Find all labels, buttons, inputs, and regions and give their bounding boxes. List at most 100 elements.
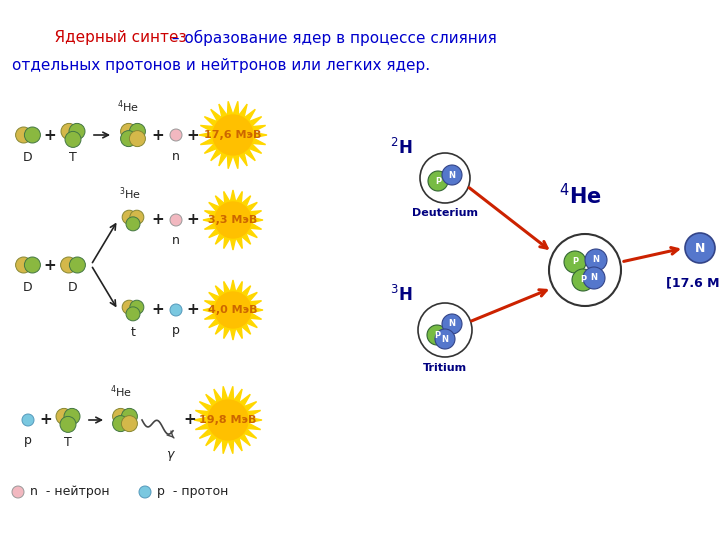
- Circle shape: [122, 408, 138, 424]
- Circle shape: [112, 408, 129, 424]
- Circle shape: [420, 153, 470, 203]
- Text: $^4$He: $^4$He: [110, 383, 132, 400]
- Circle shape: [121, 124, 137, 139]
- Text: – образование ядер в процессе слияния: – образование ядер в процессе слияния: [167, 30, 497, 46]
- Text: +: +: [44, 258, 56, 273]
- Text: T: T: [64, 436, 72, 449]
- Text: $^4$He: $^4$He: [559, 183, 601, 208]
- Text: [17.6 MeV]: [17.6 MeV]: [666, 276, 720, 289]
- Circle shape: [442, 165, 462, 185]
- Circle shape: [130, 300, 144, 314]
- Circle shape: [22, 414, 34, 426]
- Text: N: N: [695, 241, 705, 254]
- Text: $^3$H: $^3$H: [390, 285, 413, 305]
- Polygon shape: [194, 386, 262, 454]
- Circle shape: [170, 129, 182, 141]
- Text: $^4$He: $^4$He: [117, 98, 139, 115]
- Text: +: +: [186, 213, 199, 227]
- Circle shape: [121, 131, 137, 146]
- Text: N: N: [590, 273, 598, 282]
- Circle shape: [56, 408, 72, 424]
- Circle shape: [428, 171, 448, 191]
- Text: n  - нейтрон: n - нейтрон: [30, 485, 109, 498]
- Circle shape: [122, 416, 138, 431]
- Polygon shape: [203, 190, 263, 250]
- Text: 19,8 МэВ: 19,8 МэВ: [199, 415, 257, 425]
- Text: $^3$He: $^3$He: [119, 185, 141, 202]
- Text: D: D: [23, 151, 33, 164]
- Circle shape: [126, 307, 140, 321]
- Text: +: +: [184, 413, 197, 428]
- Text: +: +: [40, 413, 53, 428]
- Text: P: P: [580, 275, 586, 285]
- Circle shape: [24, 127, 40, 143]
- Text: Deuterium: Deuterium: [412, 208, 478, 218]
- Text: $^2$H: $^2$H: [390, 138, 413, 158]
- Circle shape: [130, 131, 145, 146]
- Circle shape: [16, 257, 32, 273]
- Text: p: p: [24, 434, 32, 447]
- Circle shape: [442, 314, 462, 334]
- Circle shape: [64, 408, 80, 424]
- Circle shape: [435, 329, 455, 349]
- Text: n: n: [172, 234, 180, 247]
- Circle shape: [16, 127, 32, 143]
- Circle shape: [215, 292, 251, 328]
- Circle shape: [69, 257, 86, 273]
- Text: Tritium: Tritium: [423, 363, 467, 373]
- Polygon shape: [199, 102, 267, 168]
- Circle shape: [61, 124, 77, 139]
- Text: +: +: [152, 213, 164, 227]
- Circle shape: [583, 267, 605, 289]
- Circle shape: [69, 124, 85, 139]
- Circle shape: [130, 124, 145, 139]
- Text: P: P: [434, 330, 440, 340]
- Text: t: t: [130, 326, 135, 339]
- Circle shape: [130, 210, 144, 224]
- Circle shape: [215, 202, 251, 238]
- Text: p  - протон: p - протон: [157, 485, 228, 498]
- Circle shape: [126, 217, 140, 231]
- Circle shape: [208, 400, 248, 440]
- Circle shape: [427, 325, 447, 345]
- Circle shape: [24, 257, 40, 273]
- Polygon shape: [203, 280, 263, 340]
- Circle shape: [60, 257, 76, 273]
- Text: +: +: [152, 127, 164, 143]
- Text: N: N: [449, 171, 456, 179]
- Circle shape: [139, 486, 151, 498]
- Text: n: n: [172, 150, 180, 163]
- Circle shape: [170, 214, 182, 226]
- Text: 4,0 МэВ: 4,0 МэВ: [208, 305, 258, 315]
- Circle shape: [112, 416, 129, 431]
- Circle shape: [60, 416, 76, 433]
- Circle shape: [418, 303, 472, 357]
- Text: D: D: [23, 281, 33, 294]
- Text: γ: γ: [166, 448, 174, 461]
- Circle shape: [585, 249, 607, 271]
- Text: P: P: [435, 177, 441, 186]
- Text: D: D: [68, 281, 78, 294]
- Text: P: P: [572, 258, 578, 267]
- Circle shape: [122, 300, 136, 314]
- Text: +: +: [186, 127, 199, 143]
- Circle shape: [564, 251, 586, 273]
- Circle shape: [213, 115, 253, 155]
- Text: N: N: [441, 334, 449, 343]
- Circle shape: [170, 304, 182, 316]
- Text: Ядерный синтез: Ядерный синтез: [35, 30, 186, 45]
- Text: 3,3 МэВ: 3,3 МэВ: [208, 215, 258, 225]
- Text: отдельных протонов и нейтронов или легких ядер.: отдельных протонов и нейтронов или легки…: [12, 58, 430, 73]
- Text: T: T: [69, 151, 77, 164]
- Circle shape: [549, 234, 621, 306]
- Text: +: +: [152, 302, 164, 318]
- Circle shape: [12, 486, 24, 498]
- Circle shape: [122, 210, 136, 224]
- Circle shape: [572, 269, 594, 291]
- Text: +: +: [186, 302, 199, 318]
- Text: 17,6 МэВ: 17,6 МэВ: [204, 130, 261, 140]
- Circle shape: [685, 233, 715, 263]
- Text: N: N: [593, 255, 600, 265]
- Text: +: +: [44, 127, 56, 143]
- Circle shape: [65, 131, 81, 147]
